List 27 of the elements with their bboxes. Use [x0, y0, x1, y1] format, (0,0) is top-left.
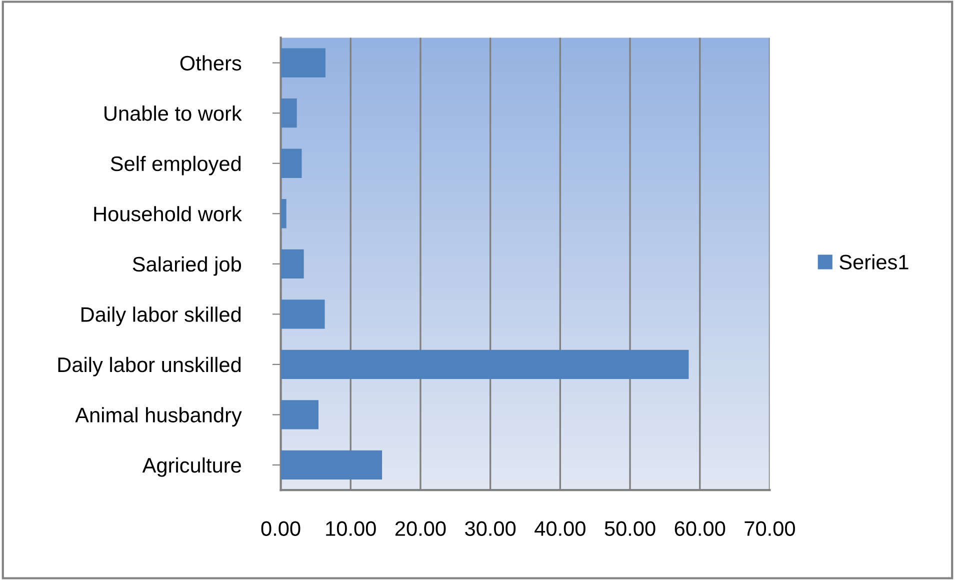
y-tick-label: Unable to work	[104, 106, 242, 121]
y-tick-label: Daily labor skilled	[81, 306, 241, 326]
legend-label: Series1	[840, 254, 908, 270]
y-tick-label: Self employed	[110, 156, 241, 176]
y-tick-label: Animal husbandry	[75, 407, 242, 427]
bar	[280, 350, 689, 380]
bar	[280, 199, 286, 228]
y-tick-label: Agriculture	[142, 457, 241, 477]
y-tick-label: Household work	[94, 206, 242, 222]
bar	[280, 400, 318, 430]
y-tick-label: Daily labor unskilled	[58, 356, 241, 376]
bar	[280, 98, 297, 128]
bar	[280, 450, 382, 480]
bar	[280, 148, 302, 178]
y-tick-label: Salaried job	[132, 256, 242, 276]
y-tick-label: Others	[180, 55, 242, 71]
x-tick-label: 0.00	[261, 521, 300, 536]
bar	[280, 249, 304, 278]
x-tick-label: 50.00	[604, 521, 656, 536]
x-tick-label: 20.00	[395, 521, 446, 536]
x-tick-label: 40.00	[534, 521, 586, 536]
x-tick-label: 60.00	[674, 521, 726, 536]
bar	[280, 48, 326, 78]
bar	[280, 300, 325, 329]
x-tick-label: 70.00	[744, 521, 795, 536]
x-tick-label: 10.00	[326, 521, 376, 536]
x-tick-label: 30.00	[465, 521, 516, 536]
